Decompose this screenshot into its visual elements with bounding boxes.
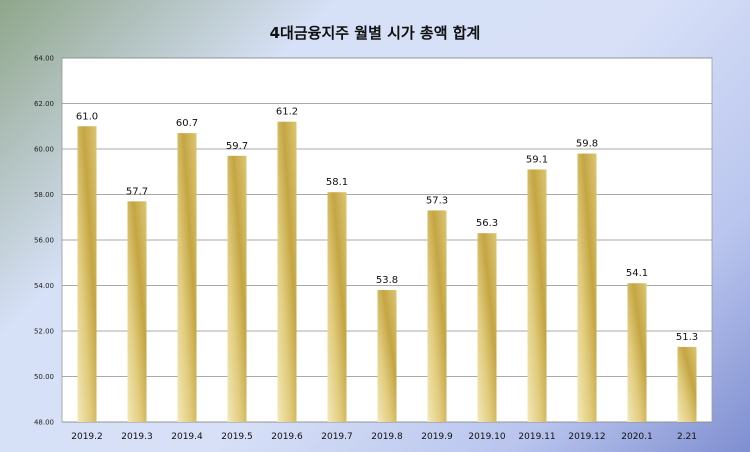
data-label: 54.1 — [626, 268, 648, 279]
y-tick-label: 62.00 — [34, 100, 54, 108]
x-tick-label: 2019.5 — [221, 432, 253, 442]
bar — [477, 233, 497, 422]
data-labels: 61.0 57.7 60.7 59.7 61.2 58.1 53.8 57.3 56.3 59.1… — [76, 107, 698, 343]
data-label: 61.0 — [76, 111, 98, 122]
x-tick-label: 2019.8 — [371, 432, 403, 442]
bar — [377, 290, 397, 422]
y-tick-label: 56.00 — [34, 237, 54, 245]
bar — [527, 169, 547, 422]
bars — [77, 121, 697, 423]
data-label: 57.7 — [126, 186, 148, 197]
x-tick-label: 2019.6 — [271, 432, 303, 442]
x-axis-ticks: 2019.2 2019.3 2019.4 2019.5 2019.6 2019.7 2019… — [71, 432, 697, 442]
data-label: 58.1 — [326, 177, 348, 188]
x-tick-label: 2.21 — [677, 432, 697, 442]
data-label: 59.1 — [526, 154, 548, 165]
bar — [577, 153, 597, 423]
bar — [327, 192, 347, 422]
bar — [277, 121, 297, 422]
data-label: 60.7 — [176, 118, 198, 129]
y-tick-label: 52.00 — [34, 328, 54, 336]
x-tick-label: 2019.12 — [568, 432, 605, 442]
y-tick-label: 54.00 — [34, 282, 54, 290]
data-label: 59.7 — [226, 141, 248, 152]
bar — [427, 210, 447, 422]
x-tick-label: 2019.11 — [518, 432, 555, 442]
bar — [127, 201, 147, 422]
bar — [677, 346, 697, 422]
x-tick-label: 2019.3 — [121, 432, 153, 442]
x-tick-label: 2019.2 — [71, 432, 103, 442]
bar — [177, 133, 197, 422]
data-label: 51.3 — [676, 332, 698, 343]
bar — [627, 283, 647, 422]
x-tick-label: 2020.1 — [621, 432, 653, 442]
y-axis-ticks: 48.00 50.00 52.00 54.00 56.00 58.00 60.00 62.00… — [34, 55, 54, 427]
y-tick-label: 58.00 — [34, 191, 54, 199]
data-label: 57.3 — [426, 195, 448, 206]
x-tick-label: 2019.10 — [468, 432, 505, 442]
y-tick-label: 60.00 — [34, 146, 54, 154]
x-tick-label: 2019.4 — [171, 432, 203, 442]
data-label: 53.8 — [376, 275, 398, 286]
bar — [77, 126, 97, 422]
y-tick-label: 48.00 — [34, 419, 54, 427]
bar — [227, 155, 247, 422]
x-tick-label: 2019.7 — [321, 432, 353, 442]
y-tick-label: 64.00 — [34, 55, 54, 63]
x-tick-label: 2019.9 — [421, 432, 453, 442]
y-tick-label: 50.00 — [34, 373, 54, 381]
chart-title: 4대금융지주 월별 시가 총액 합계 — [269, 24, 481, 42]
data-label: 61.2 — [276, 107, 298, 118]
data-label: 59.8 — [576, 139, 598, 150]
data-label: 56.3 — [476, 218, 498, 229]
